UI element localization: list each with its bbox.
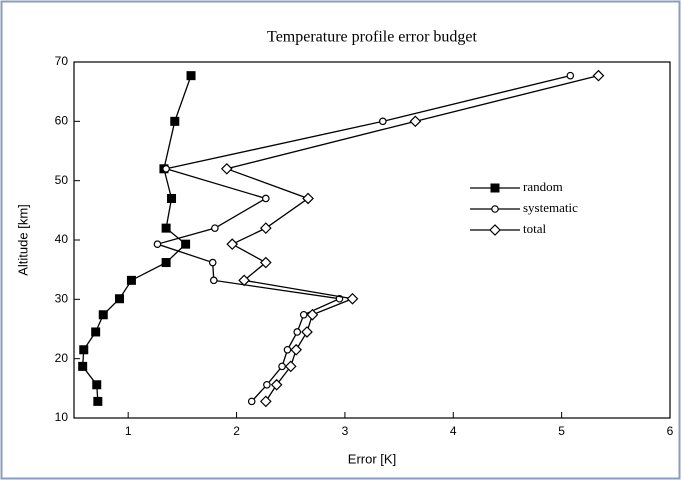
marker xyxy=(208,258,217,267)
marker xyxy=(186,71,196,81)
legend-marker xyxy=(491,205,499,213)
marker xyxy=(126,275,136,285)
x-tick-label: 2 xyxy=(233,424,240,438)
marker xyxy=(306,308,319,321)
marker xyxy=(115,294,125,304)
marker xyxy=(409,115,422,128)
y-tick-label: 10 xyxy=(55,410,69,424)
marker xyxy=(379,117,387,126)
marker xyxy=(238,274,250,287)
marker xyxy=(92,380,102,390)
marker xyxy=(181,239,191,249)
marker xyxy=(259,222,272,234)
x-tick-label: 1 xyxy=(125,424,132,438)
legend-label: systematic xyxy=(523,200,578,215)
x-tick-label: 4 xyxy=(450,424,457,438)
marker xyxy=(263,380,271,389)
y-tick-label: 70 xyxy=(55,54,69,68)
marker xyxy=(162,165,170,173)
legend-marker xyxy=(490,183,500,193)
marker xyxy=(91,327,101,337)
legend-label: random xyxy=(523,179,563,194)
y-tick-label: 40 xyxy=(55,232,69,246)
marker xyxy=(78,361,88,371)
marker xyxy=(270,378,283,391)
marker xyxy=(259,256,272,269)
marker xyxy=(161,258,171,268)
marker xyxy=(293,328,302,336)
marker xyxy=(79,345,89,355)
marker xyxy=(566,71,575,80)
marker xyxy=(209,276,218,285)
marker xyxy=(161,223,171,233)
x-tick-label: 3 xyxy=(342,424,349,438)
x-axis-label: Error [K] xyxy=(348,451,396,466)
legend-marker xyxy=(489,224,501,236)
marker xyxy=(278,362,286,371)
marker xyxy=(299,310,308,319)
marker xyxy=(283,345,292,354)
x-tick-label: 5 xyxy=(558,424,565,438)
marker xyxy=(262,194,270,203)
marker xyxy=(153,240,162,248)
marker xyxy=(290,343,302,356)
marker xyxy=(226,238,239,251)
marker xyxy=(93,396,103,406)
chart-title: Temperature profile error budget xyxy=(267,29,477,46)
y-tick-label: 50 xyxy=(55,173,69,187)
marker xyxy=(167,193,177,203)
marker xyxy=(98,310,108,320)
marker xyxy=(247,397,256,406)
x-tick-label: 6 xyxy=(667,424,674,438)
y-tick-label: 30 xyxy=(55,292,69,306)
legend-label: total xyxy=(523,221,546,236)
marker xyxy=(220,162,233,175)
marker xyxy=(170,116,180,126)
marker xyxy=(346,292,359,305)
marker xyxy=(284,360,297,373)
marker xyxy=(301,326,313,338)
y-tick-label: 60 xyxy=(55,114,69,128)
y-tick-label: 20 xyxy=(55,351,69,365)
marker xyxy=(592,69,605,82)
y-axis-label: Altitude [km] xyxy=(15,204,30,276)
marker xyxy=(259,395,272,408)
marker xyxy=(211,224,219,232)
marker xyxy=(302,192,314,205)
